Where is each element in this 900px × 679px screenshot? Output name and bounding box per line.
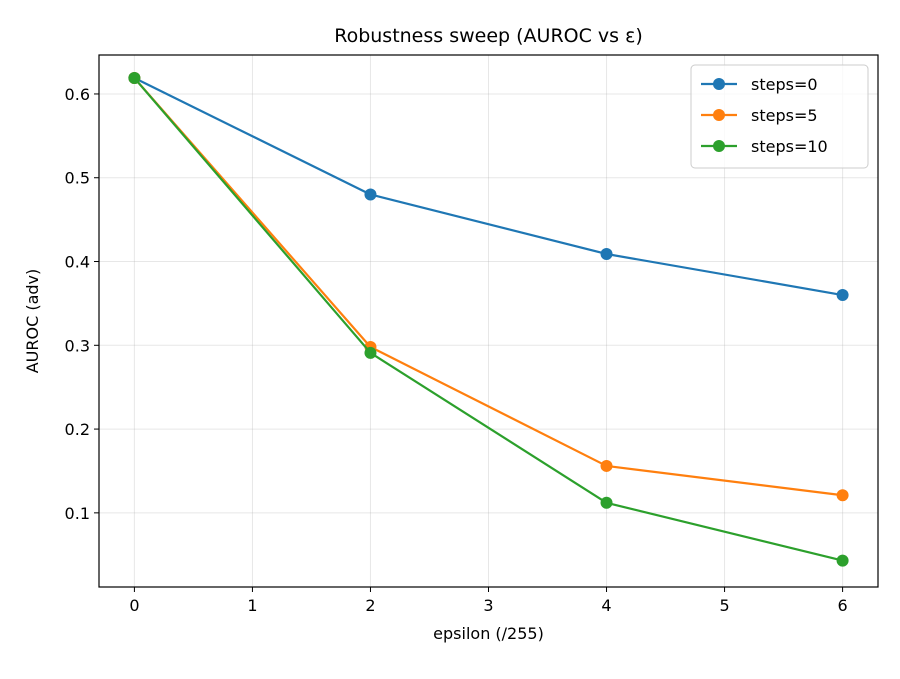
axis-ticks: 0 1 2 3 4 5 6 0.1 0.2 0.3 0.4 0.5 0.6 (65, 85, 848, 615)
x-tick-label: 1 (247, 596, 257, 615)
legend-label: steps=5 (751, 106, 818, 125)
x-tick-label: 2 (365, 596, 375, 615)
x-tick-label: 6 (837, 596, 847, 615)
x-tick-label: 0 (129, 596, 139, 615)
data-point (364, 188, 377, 201)
data-point (364, 346, 377, 359)
legend-swatch-marker (713, 140, 725, 152)
x-tick-label: 4 (601, 596, 611, 615)
legend: steps=0 steps=5 steps=10 (690, 64, 869, 169)
data-point (600, 459, 613, 472)
series-line (133, 76, 844, 297)
grid-lines (99, 55, 878, 587)
legend-item: steps=0 (701, 75, 818, 94)
legend-item: steps=5 (701, 106, 818, 125)
legend-swatch-marker (713, 109, 725, 121)
data-point (836, 489, 849, 502)
y-tick-label: 0.1 (65, 504, 90, 523)
legend-label: steps=0 (751, 75, 818, 94)
data-point (836, 554, 849, 567)
chart-title: Robustness sweep (AUROC vs ε) (334, 25, 643, 47)
x-tick-label: 3 (483, 596, 493, 615)
legend-box (690, 64, 869, 169)
y-tick-label: 0.2 (65, 420, 90, 439)
legend-label: steps=10 (751, 137, 828, 156)
data-point (600, 496, 613, 509)
x-tick-label: 5 (719, 596, 729, 615)
y-tick-label: 0.3 (65, 336, 90, 355)
series-line (133, 76, 844, 497)
y-tick-label: 0.4 (65, 253, 90, 272)
series-line (133, 76, 844, 562)
data-point (600, 247, 613, 260)
legend-swatch-marker (713, 78, 725, 90)
series-lines (128, 72, 849, 567)
x-axis-label: epsilon (/255) (433, 624, 544, 643)
data-point (128, 72, 141, 85)
legend-item: steps=10 (701, 137, 828, 156)
y-axis-label: AUROC (adv) (23, 269, 42, 374)
data-point (836, 289, 849, 302)
y-tick-label: 0.5 (65, 169, 90, 188)
y-tick-label: 0.6 (65, 85, 90, 104)
series-steps-10 (128, 72, 849, 567)
